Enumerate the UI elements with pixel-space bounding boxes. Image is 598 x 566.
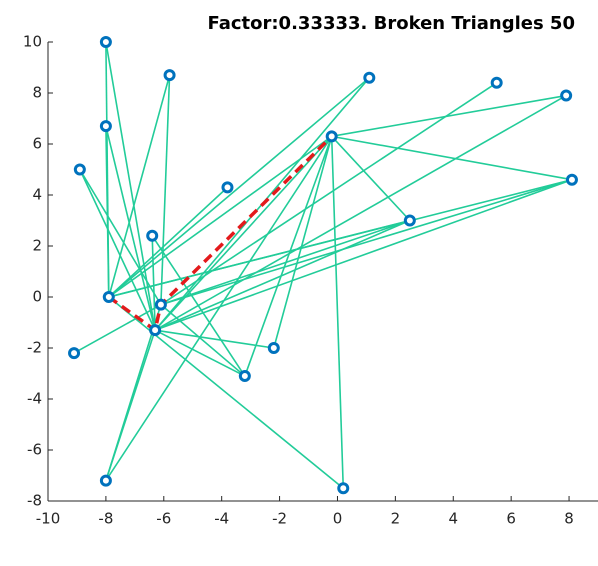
x-tick-label: 0 bbox=[333, 510, 343, 528]
edge bbox=[160, 82, 498, 306]
edge bbox=[108, 296, 344, 489]
edge bbox=[273, 136, 333, 349]
y-tick-label: 4 bbox=[32, 186, 42, 204]
x-tick-label: -4 bbox=[214, 510, 229, 528]
point bbox=[221, 181, 234, 194]
edge bbox=[331, 135, 411, 222]
point bbox=[490, 76, 503, 89]
point bbox=[99, 120, 112, 133]
y-tick-label: -6 bbox=[27, 441, 42, 459]
point bbox=[337, 482, 350, 495]
point bbox=[146, 229, 159, 242]
edge bbox=[108, 219, 411, 298]
point bbox=[560, 89, 573, 102]
edge bbox=[105, 329, 156, 481]
point bbox=[163, 69, 176, 82]
x-tick-label: -10 bbox=[36, 510, 61, 528]
x-tick-label: -8 bbox=[98, 510, 113, 528]
edge bbox=[105, 126, 110, 298]
point bbox=[102, 291, 115, 303]
edge bbox=[108, 186, 229, 298]
x-tick-label: -2 bbox=[272, 510, 287, 528]
edge bbox=[105, 125, 156, 331]
y-tick-label: -4 bbox=[27, 390, 42, 408]
edge bbox=[154, 329, 274, 349]
point bbox=[149, 324, 162, 337]
point bbox=[99, 36, 112, 48]
y-tick-label: -2 bbox=[27, 339, 42, 357]
edge bbox=[160, 75, 171, 305]
x-tick-label: -6 bbox=[156, 510, 171, 528]
edge bbox=[154, 219, 411, 331]
edge bbox=[154, 329, 246, 377]
edge bbox=[108, 74, 171, 298]
edge bbox=[331, 94, 567, 138]
point bbox=[73, 163, 86, 176]
edge bbox=[331, 135, 573, 181]
edge bbox=[160, 219, 411, 306]
point bbox=[325, 130, 338, 143]
point bbox=[99, 474, 112, 487]
edge bbox=[160, 304, 246, 377]
edge bbox=[79, 169, 156, 331]
edge bbox=[151, 235, 156, 331]
point bbox=[267, 342, 280, 354]
edge bbox=[330, 136, 345, 489]
edge bbox=[108, 77, 370, 298]
x-tick-label: 4 bbox=[448, 510, 458, 528]
y-tick-label: 10 bbox=[23, 33, 42, 51]
x-tick-label: 8 bbox=[564, 510, 574, 528]
x-tick-label: 6 bbox=[506, 510, 516, 528]
edge bbox=[244, 136, 333, 377]
point bbox=[403, 214, 416, 227]
point bbox=[154, 298, 167, 311]
edge bbox=[154, 178, 573, 331]
edge bbox=[160, 178, 573, 306]
point bbox=[68, 347, 81, 360]
edge bbox=[79, 169, 162, 306]
edge bbox=[105, 135, 333, 482]
y-tick-label: 2 bbox=[32, 237, 42, 255]
y-tick-label: 6 bbox=[32, 135, 42, 153]
edge bbox=[154, 94, 567, 331]
x-tick-label: 2 bbox=[391, 510, 401, 528]
point bbox=[238, 370, 251, 383]
edge bbox=[73, 303, 162, 354]
edge bbox=[108, 135, 333, 298]
point bbox=[565, 173, 578, 186]
chart-title: Factor:0.33333. Broken Triangles 50 bbox=[207, 13, 575, 34]
y-tick-label: 0 bbox=[32, 288, 42, 306]
broken-path bbox=[107, 135, 333, 334]
y-tick-label: 8 bbox=[32, 84, 42, 102]
point bbox=[363, 71, 376, 84]
y-tick-label: -8 bbox=[27, 492, 42, 510]
